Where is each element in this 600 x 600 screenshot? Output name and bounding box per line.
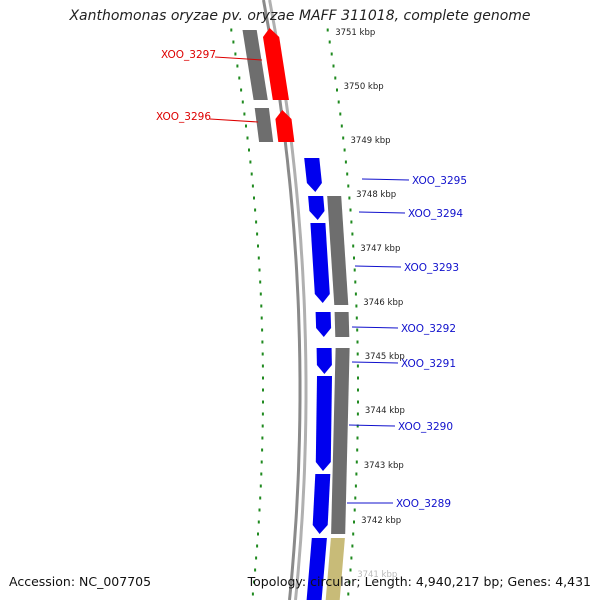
- gene-label-xoo_3289: XOO_3289: [396, 498, 451, 510]
- cds-forward-3: [331, 348, 350, 534]
- other-gene-feature: [325, 538, 345, 600]
- gene-label-xoo_3295: XOO_3295: [412, 175, 467, 187]
- gene-label-xoo_3292: XOO_3292: [401, 323, 456, 335]
- leader-line-xoo_3295: [361, 178, 410, 181]
- reverse-gene-xoo-3297: [263, 28, 289, 100]
- leader-line-xoo_3296: [209, 118, 259, 123]
- forward-gene-1: [304, 158, 322, 192]
- topology-text: Topology: circular; Length: 4,940,217 bp…: [247, 574, 591, 589]
- scale-label-3744: 3744 kbp: [365, 406, 405, 416]
- scale-label-3747: 3747 kbp: [360, 244, 400, 254]
- scale-label-3748: 3748 kbp: [356, 190, 396, 200]
- scale-label-3746: 3746 kbp: [363, 298, 403, 308]
- gene-label-xoo_3296: XOO_3296: [156, 111, 211, 123]
- scale-label-3743: 3743 kbp: [364, 461, 404, 471]
- forward-gene-8: [306, 538, 327, 600]
- forward-gene-7: [312, 474, 331, 534]
- gene-label-xoo_3290: XOO_3290: [398, 421, 453, 433]
- cds-xoo-3296: [254, 108, 274, 142]
- leader-line-xoo_3291: [351, 361, 399, 364]
- accession-text: Accession: NC_007705: [9, 574, 152, 589]
- scale-label-3741: 3741 kbp: [357, 570, 397, 580]
- leader-line-xoo_3297: [214, 56, 263, 61]
- forward-gene-6: [315, 376, 332, 471]
- forward-gene-2: [308, 196, 325, 220]
- scale-label-3749: 3749 kbp: [351, 136, 391, 146]
- forward-gene-3: [310, 223, 330, 303]
- tick-marks: [230, 28, 359, 596]
- cds-forward-2: [334, 312, 350, 337]
- gene-features: [242, 28, 350, 600]
- leader-line-xoo_3292: [351, 326, 399, 329]
- scale-label-3750: 3750 kbp: [344, 82, 384, 92]
- reverse-gene-xoo-3296: [275, 110, 295, 142]
- leader-line-xoo_3293: [354, 265, 402, 268]
- gene-label-xoo_3293: XOO_3293: [404, 262, 459, 274]
- scale-labels: 3751 kbp 3750 kbp 3749 kbp 3748 kbp 3747 kbp…: [335, 28, 405, 580]
- gene-label-xoo_3294: XOO_3294: [408, 208, 463, 220]
- gene-labels: XOO_3297 XOO_3296 XOO_3295 XOO_3294 XOO_3293…: [156, 49, 467, 510]
- gene-label-xoo_3291: XOO_3291: [401, 358, 456, 370]
- scale-label-3751: 3751 kbp: [335, 28, 375, 38]
- gene-label-xoo_3297: XOO_3297: [161, 49, 216, 61]
- forward-gene-4: [315, 312, 332, 337]
- leader-line-xoo_3294: [358, 211, 406, 214]
- forward-gene-5: [316, 348, 332, 374]
- cds-xoo-3297: [242, 30, 268, 100]
- leader-line-xoo_3290: [348, 424, 396, 427]
- scale-label-3745: 3745 kbp: [365, 352, 405, 362]
- map-title: Xanthomonas oryzae pv. oryzae MAFF 31101…: [69, 8, 531, 24]
- cds-forward-1: [327, 196, 349, 305]
- scale-label-3742: 3742 kbp: [361, 516, 401, 526]
